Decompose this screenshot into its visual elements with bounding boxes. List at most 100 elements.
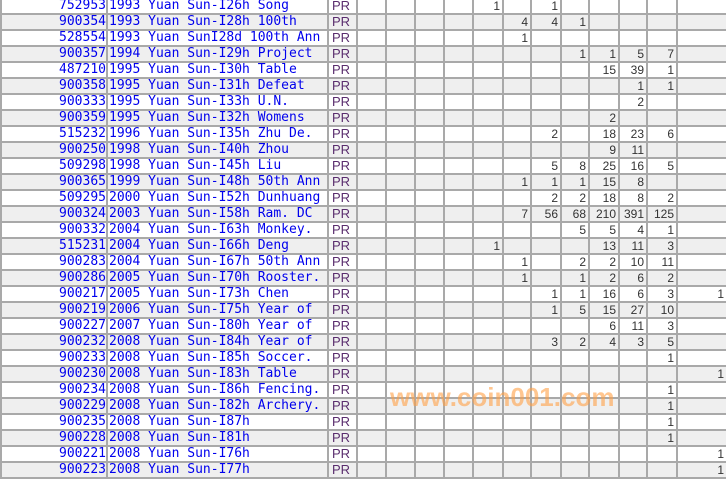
coin-description-cell[interactable]: 2008 Yuan Sun-I85h Soccer. (106, 349, 329, 367)
coin-id-cell-link[interactable]: 900365 (59, 174, 106, 189)
coin-description-cell-link[interactable]: 1995 Yuan Sun-I30h Table (109, 62, 297, 77)
coin-id-cell-link[interactable]: 900235 (59, 414, 106, 429)
coin-id-cell-link[interactable]: 900233 (59, 350, 106, 365)
coin-description-cell-link[interactable]: 1998 Yuan Sun-I40h Zhou (109, 142, 290, 157)
coin-id-cell-link[interactable]: 487210 (59, 62, 106, 77)
coin-id-cell[interactable]: 900232 (0, 333, 108, 351)
coin-id-cell-link[interactable]: 900221 (59, 446, 106, 461)
coin-id-cell-link[interactable]: 900359 (59, 110, 106, 125)
coin-description-cell-link[interactable]: 2008 Yuan Sun-I82h Archery. (109, 398, 321, 413)
coin-description-cell[interactable]: 2008 Yuan Sun-I81h (106, 429, 329, 447)
coin-id-cell-link[interactable]: 509295 (59, 190, 106, 205)
coin-id-cell[interactable]: 900223 (0, 461, 108, 479)
coin-description-cell-link[interactable]: 1993 Yuan SunI28d 100th Ann (109, 30, 321, 45)
coin-description-cell[interactable]: 2008 Yuan Sun-I84h Year of (106, 333, 329, 351)
coin-id-cell-link[interactable]: 900283 (59, 254, 106, 269)
coin-id-cell-link[interactable]: 900332 (59, 222, 106, 237)
coin-description-cell[interactable]: 2008 Yuan Sun-I76h (106, 445, 329, 463)
coin-id-cell-link[interactable]: 900229 (59, 398, 106, 413)
coin-description-cell-link[interactable]: 2004 Yuan Sun-I67h 50th Ann (109, 254, 321, 269)
coin-description-cell[interactable]: 2004 Yuan Sun-I67h 50th Ann (106, 253, 329, 271)
coin-description-cell[interactable]: 2005 Yuan Sun-I70h Rooster. (106, 269, 329, 287)
coin-id-cell[interactable]: 900357 (0, 45, 108, 63)
coin-id-cell-link[interactable]: 515231 (59, 238, 106, 253)
coin-description-cell-link[interactable]: 2008 Yuan Sun-I84h Year of (109, 334, 313, 349)
coin-description-cell-link[interactable]: 2000 Yuan Sun-I52h Dunhuang (109, 190, 321, 205)
coin-id-cell-link[interactable]: 900228 (59, 430, 106, 445)
coin-description-cell-link[interactable]: 1999 Yuan Sun-I48h 50th Ann (109, 174, 321, 189)
coin-description-cell-link[interactable]: 1994 Yuan Sun-I29h Project (109, 46, 313, 61)
coin-id-cell[interactable]: 752953 (0, 0, 108, 15)
coin-description-cell-link[interactable]: 2008 Yuan Sun-I86h Fencing. (109, 382, 321, 397)
coin-id-cell[interactable]: 900333 (0, 93, 108, 111)
coin-description-cell-link[interactable]: 1995 Yuan Sun-I31h Defeat (109, 78, 305, 93)
coin-id-cell[interactable]: 900324 (0, 205, 108, 223)
coin-id-cell[interactable]: 900233 (0, 349, 108, 367)
coin-description-cell-link[interactable]: 2003 Yuan Sun-I58h Ram. DC (109, 206, 313, 221)
coin-id-cell[interactable]: 900354 (0, 13, 108, 31)
coin-id-cell[interactable]: 900283 (0, 253, 108, 271)
coin-id-cell[interactable]: 900234 (0, 381, 108, 399)
coin-id-cell[interactable]: 515231 (0, 237, 108, 255)
coin-description-cell[interactable]: 2008 Yuan Sun-I83h Table (106, 365, 329, 383)
coin-id-cell-link[interactable]: 900324 (59, 206, 106, 221)
coin-description-cell-link[interactable]: 2006 Yuan Sun-I75h Year of (109, 302, 313, 317)
coin-description-cell[interactable]: 1995 Yuan Sun-I31h Defeat (106, 77, 329, 95)
coin-description-cell[interactable]: 1993 Yuan SunI28d 100th Ann (106, 29, 329, 47)
coin-id-cell-link[interactable]: 509298 (59, 158, 106, 173)
coin-id-cell-link[interactable]: 515232 (59, 126, 106, 141)
coin-description-cell-link[interactable]: 2008 Yuan Sun-I85h Soccer. (109, 350, 313, 365)
coin-description-cell[interactable]: 2008 Yuan Sun-I82h Archery. (106, 397, 329, 415)
coin-description-cell-link[interactable]: 2007 Yuan Sun-I80h Year of (109, 318, 313, 333)
coin-id-cell[interactable]: 487210 (0, 61, 108, 79)
coin-description-cell-link[interactable]: 2008 Yuan Sun-I81h (109, 430, 250, 445)
coin-description-cell-link[interactable]: 2008 Yuan Sun-I77h (109, 462, 250, 477)
coin-description-cell[interactable]: 1993 Yuan Sun-I28h 100th (106, 13, 329, 31)
coin-description-cell-link[interactable]: 1993 Yuan Sun-I28h 100th (109, 14, 297, 29)
coin-id-cell[interactable]: 900250 (0, 141, 108, 159)
coin-description-cell[interactable]: 2008 Yuan Sun-I77h (106, 461, 329, 479)
coin-id-cell-link[interactable]: 900358 (59, 78, 106, 93)
coin-description-cell[interactable]: 2003 Yuan Sun-I58h Ram. DC (106, 205, 329, 223)
coin-description-cell-link[interactable]: 1996 Yuan Sun-I35h Zhu De. (109, 126, 313, 141)
coin-description-cell-link[interactable]: 1995 Yuan Sun-I32h Womens (109, 110, 305, 125)
coin-id-cell-link[interactable]: 900234 (59, 382, 106, 397)
coin-description-cell[interactable]: 1994 Yuan Sun-I29h Project (106, 45, 329, 63)
coin-description-cell-link[interactable]: 2005 Yuan Sun-I73h Chen (109, 286, 290, 301)
coin-description-cell-link[interactable]: 1995 Yuan Sun-I33h U.N. (109, 94, 290, 109)
coin-id-cell[interactable]: 900229 (0, 397, 108, 415)
coin-id-cell[interactable]: 509298 (0, 157, 108, 175)
coin-description-cell-link[interactable]: 2008 Yuan Sun-I87h (109, 414, 250, 429)
coin-description-cell-link[interactable]: 2004 Yuan Sun-I66h Deng (109, 238, 290, 253)
coin-id-cell-link[interactable]: 900230 (59, 366, 106, 381)
coin-description-cell[interactable]: 2008 Yuan Sun-I87h (106, 413, 329, 431)
coin-id-cell[interactable]: 900217 (0, 285, 108, 303)
coin-id-cell-link[interactable]: 900217 (59, 286, 106, 301)
coin-id-cell-link[interactable]: 900232 (59, 334, 106, 349)
coin-description-cell-link[interactable]: 2005 Yuan Sun-I70h Rooster. (109, 270, 321, 285)
coin-id-cell-link[interactable]: 900250 (59, 142, 106, 157)
coin-description-cell[interactable]: 1995 Yuan Sun-I30h Table (106, 61, 329, 79)
coin-description-cell[interactable]: 2004 Yuan Sun-I63h Monkey. (106, 221, 329, 239)
coin-description-cell[interactable]: 1995 Yuan Sun-I33h U.N. (106, 93, 329, 111)
coin-description-cell[interactable]: 1998 Yuan Sun-I45h Liu (106, 157, 329, 175)
coin-description-cell[interactable]: 1996 Yuan Sun-I35h Zhu De. (106, 125, 329, 143)
coin-id-cell-link[interactable]: 528554 (59, 30, 106, 45)
coin-id-cell[interactable]: 900235 (0, 413, 108, 431)
coin-description-cell[interactable]: 1998 Yuan Sun-I40h Zhou (106, 141, 329, 159)
coin-description-cell[interactable]: 2005 Yuan Sun-I73h Chen (106, 285, 329, 303)
coin-id-cell-link[interactable]: 900219 (59, 302, 106, 317)
coin-description-cell-link[interactable]: 2004 Yuan Sun-I63h Monkey. (109, 222, 313, 237)
coin-description-cell[interactable]: 2006 Yuan Sun-I75h Year of (106, 301, 329, 319)
coin-id-cell[interactable]: 900227 (0, 317, 108, 335)
coin-id-cell[interactable]: 509295 (0, 189, 108, 207)
coin-id-cell[interactable]: 900365 (0, 173, 108, 191)
coin-description-cell[interactable]: 1999 Yuan Sun-I48h 50th Ann (106, 173, 329, 191)
coin-id-cell-link[interactable]: 752953 (59, 0, 106, 13)
coin-id-cell[interactable]: 900230 (0, 365, 108, 383)
coin-description-cell[interactable]: 1993 Yuan Sun-I26h Song (106, 0, 329, 15)
coin-description-cell-link[interactable]: 2008 Yuan Sun-I83h Table (109, 366, 297, 381)
coin-id-cell-link[interactable]: 900333 (59, 94, 106, 109)
coin-id-cell-link[interactable]: 900357 (59, 46, 106, 61)
coin-description-cell[interactable]: 2000 Yuan Sun-I52h Dunhuang (106, 189, 329, 207)
